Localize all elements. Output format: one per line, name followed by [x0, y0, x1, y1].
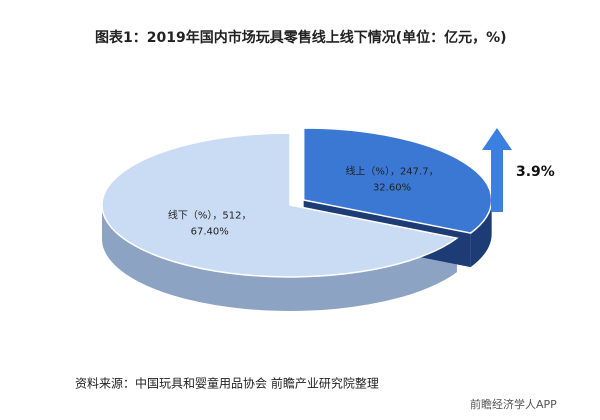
data-label: 线上（%），247.7， — [345, 164, 438, 177]
pie: 线上（%），247.7， 32.60% 线下（%），512， 67.40% — [101, 127, 512, 311]
watermark: 前瞻经济学人APP — [470, 397, 557, 411]
slice — [101, 132, 459, 278]
data-label: 线下（%），512， — [168, 209, 252, 222]
slice — [302, 127, 493, 234]
slice-side — [470, 200, 492, 268]
annotation-arrow — [482, 128, 512, 212]
data-label: 32.60% — [373, 182, 411, 193]
source: 资料来源：中国玩具和婴童用品协会 前瞻产业研究院整理 — [75, 376, 379, 391]
slice-side — [102, 205, 457, 311]
annotation: 3.9% — [516, 164, 555, 180]
data-label: 67.40% — [191, 227, 229, 238]
chart-title: 图表1：2019年国内市场玩具零售线上线下情况(单位：亿元，%) — [95, 29, 507, 46]
